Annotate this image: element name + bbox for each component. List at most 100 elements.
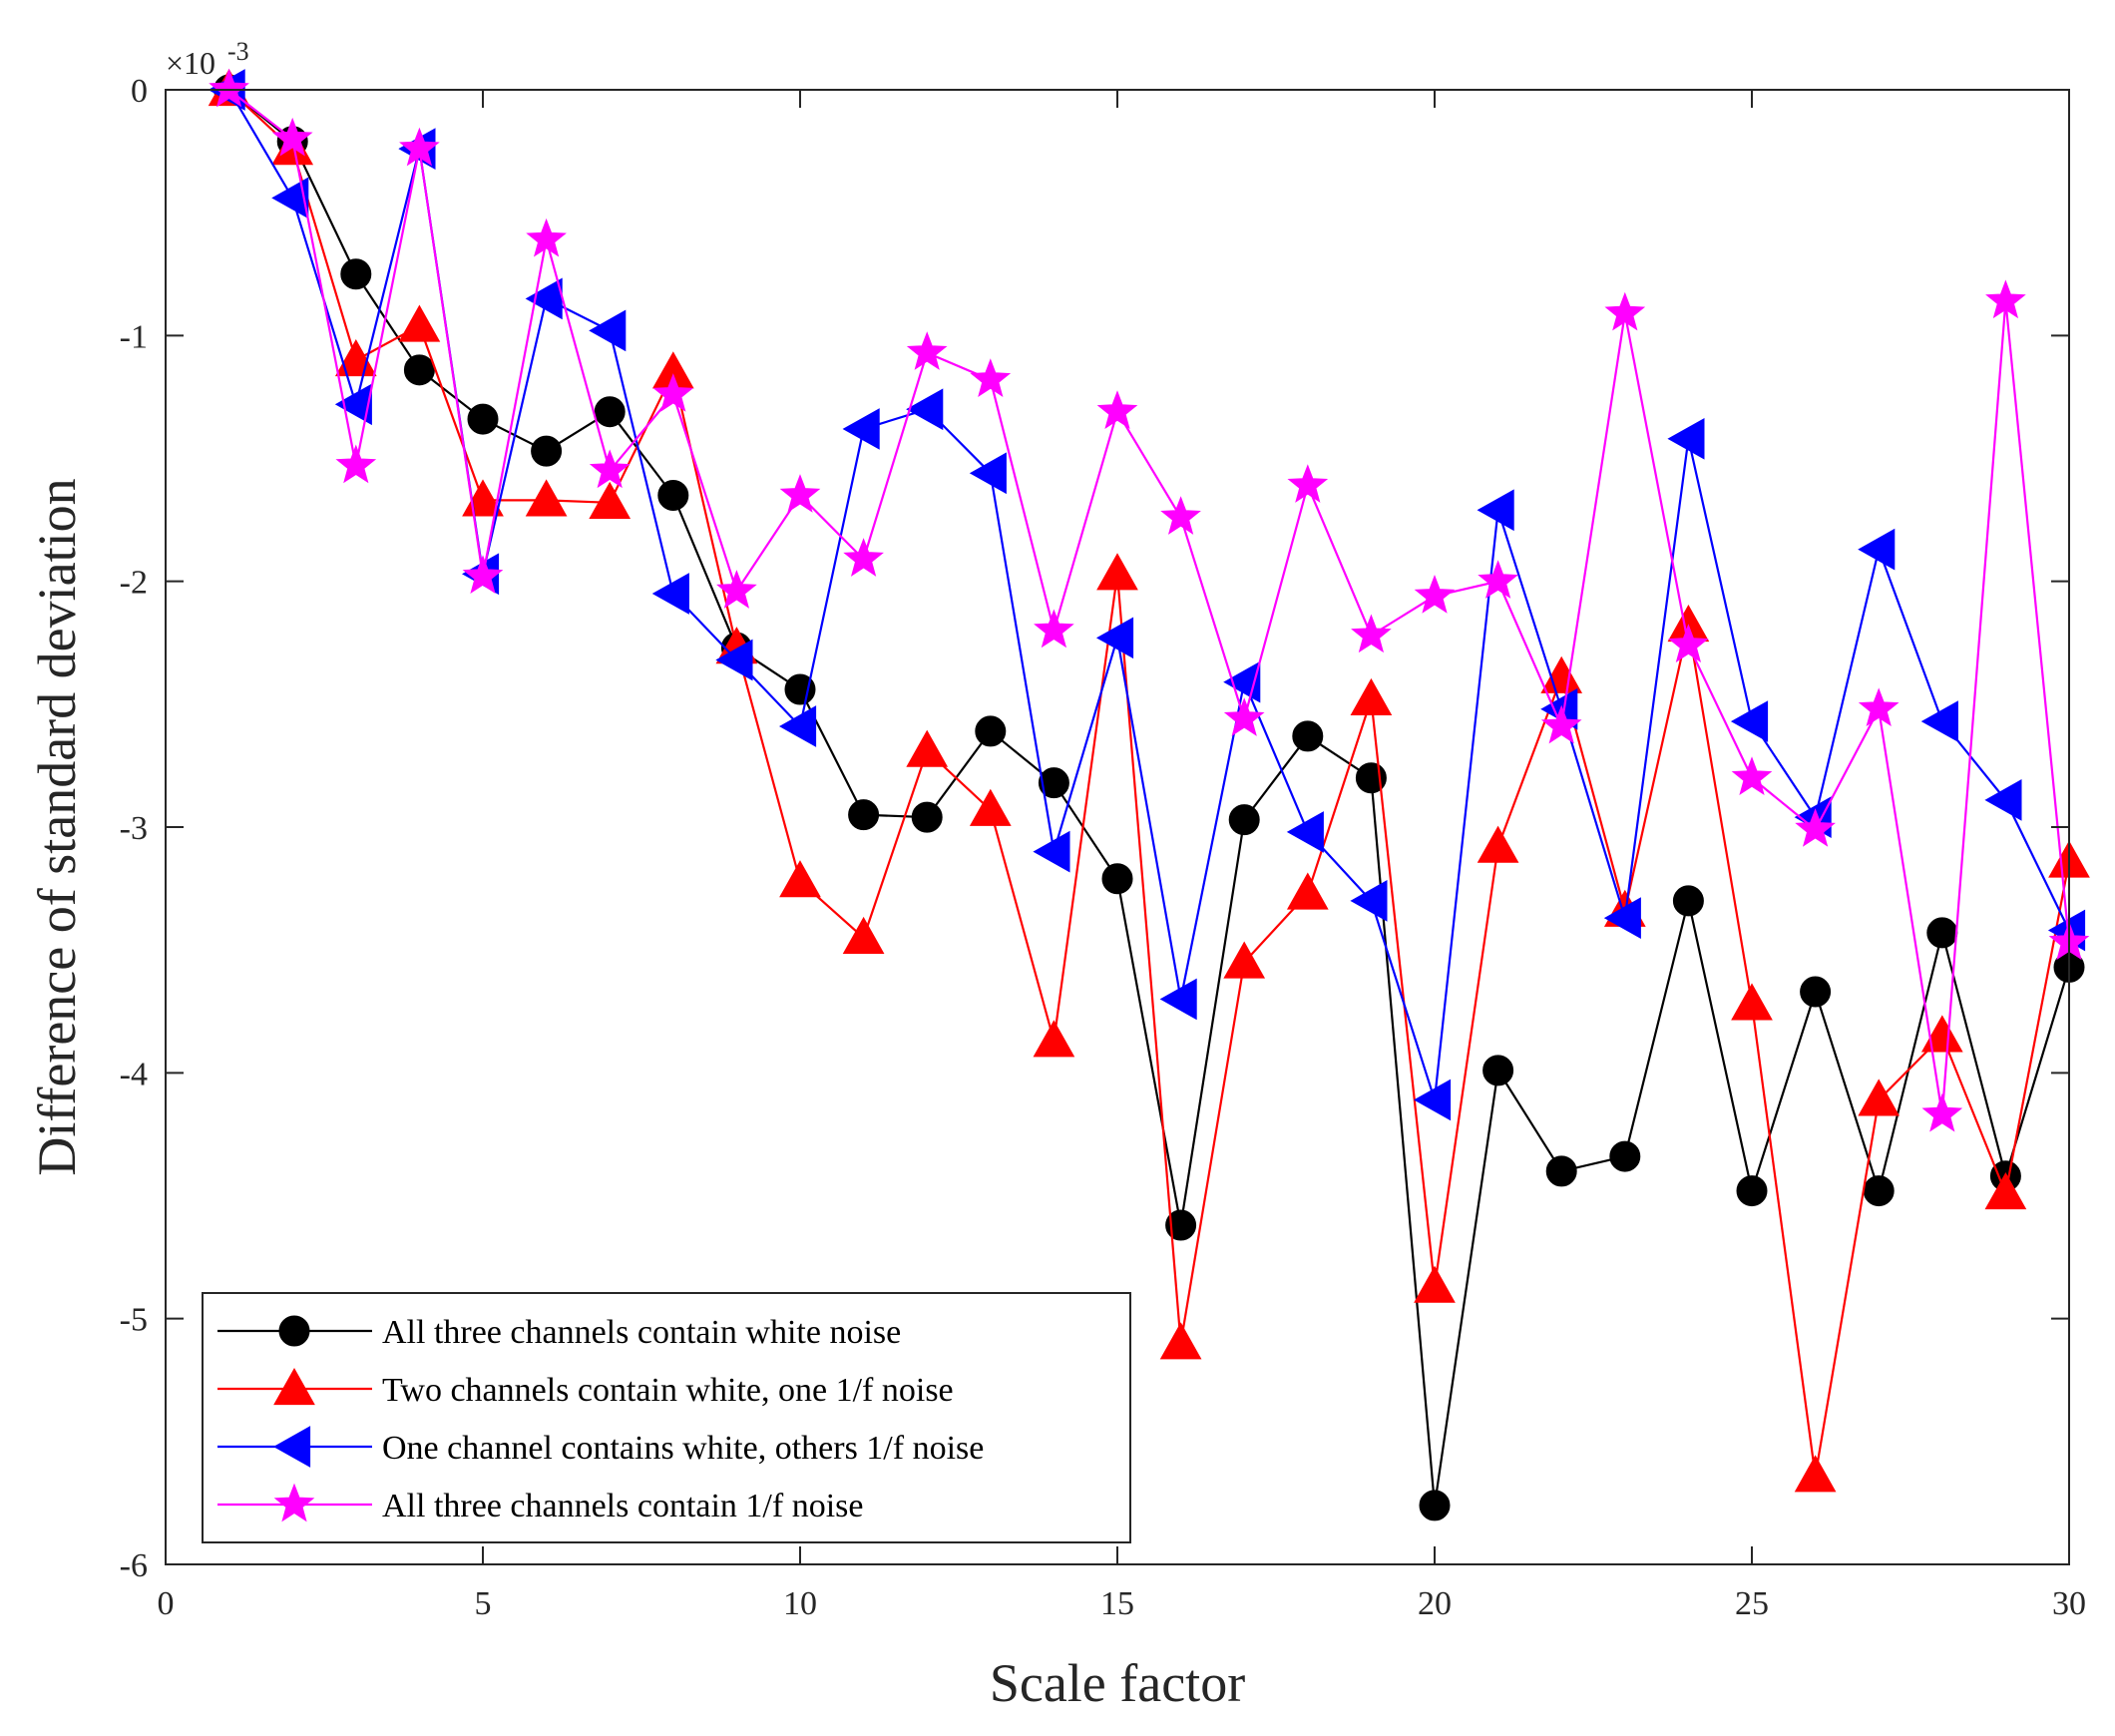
data-point xyxy=(1730,700,1769,742)
data-point xyxy=(525,479,568,517)
data-point xyxy=(1101,863,1133,895)
data-point xyxy=(657,479,689,511)
data-point xyxy=(1223,941,1266,979)
data-point xyxy=(1478,560,1518,599)
data-point xyxy=(715,639,753,681)
data-point xyxy=(1858,687,1900,727)
data-point xyxy=(1350,677,1393,716)
data-point xyxy=(589,309,627,352)
data-point xyxy=(1921,1092,1963,1132)
data-point xyxy=(1413,1079,1452,1121)
data-point xyxy=(1038,767,1069,799)
data-point xyxy=(467,403,499,435)
data-point xyxy=(716,570,757,609)
data-point xyxy=(1795,808,1836,847)
data-point xyxy=(589,481,632,519)
data-point xyxy=(906,729,949,767)
data-point xyxy=(209,68,249,108)
data-point xyxy=(1672,885,1704,917)
data-point xyxy=(969,452,1007,495)
data-point xyxy=(1984,779,2022,821)
data-point xyxy=(1984,1172,2027,1210)
data-point xyxy=(1920,1015,1963,1053)
y-axis-exponent: ×10 -3 xyxy=(166,37,249,81)
data-point xyxy=(779,474,821,513)
data-point xyxy=(1731,756,1773,796)
data-point xyxy=(1736,1175,1768,1207)
legend-label: Two channels contain white, one 1/f nois… xyxy=(382,1372,954,1409)
series-2 xyxy=(208,68,2090,1493)
data-point xyxy=(1863,1175,1895,1207)
data-point xyxy=(594,396,626,428)
data-point xyxy=(779,860,821,898)
data-point xyxy=(1286,872,1329,910)
legend-item: One channel contains white, others 1/f n… xyxy=(217,1426,984,1468)
data-point xyxy=(1350,880,1388,922)
y-tick-label: -5 xyxy=(120,1302,148,1339)
x-tick-label: 5 xyxy=(475,1585,492,1622)
data-point xyxy=(340,258,372,290)
data-point xyxy=(1926,917,1958,949)
y-tick-label: -6 xyxy=(120,1547,148,1584)
data-point xyxy=(1603,897,1641,939)
x-tick-label: 0 xyxy=(158,1585,175,1622)
data-point xyxy=(1477,489,1514,532)
legend-marker xyxy=(273,1483,315,1522)
legend-marker xyxy=(272,1426,311,1468)
axis-ticks: 0 5 10 15 20 25 30 0 -1 -2 -3 -4 -5 -6 xyxy=(120,73,2086,1622)
data-point xyxy=(1668,624,1709,663)
y-exponent-power: -3 xyxy=(227,37,249,66)
data-point xyxy=(1414,1265,1456,1303)
data-point xyxy=(1159,1322,1202,1360)
legend-item: Two channels contain white, one 1/f nois… xyxy=(217,1367,954,1409)
data-point xyxy=(1414,574,1456,614)
x-tick-label: 15 xyxy=(1100,1585,1134,1622)
data-point xyxy=(271,117,313,157)
data-point xyxy=(1482,1055,1514,1086)
data-point xyxy=(848,799,880,831)
legend-box xyxy=(202,1292,1131,1543)
data-point xyxy=(1165,1209,1197,1241)
y-axis-label: Difference of standard deviation xyxy=(27,478,87,1175)
data-point xyxy=(906,388,944,431)
legend-label: All three channels contain 1/f noise xyxy=(382,1488,863,1524)
data-point xyxy=(1794,1455,1837,1493)
x-axis-label: Scale factor xyxy=(990,1653,1245,1713)
data-point xyxy=(778,705,817,747)
data-point xyxy=(1609,1140,1641,1172)
y-tick-label: 0 xyxy=(131,73,148,110)
data-point xyxy=(462,555,504,595)
data-point xyxy=(975,715,1007,747)
legend-item: All three channels contain 1/f noise xyxy=(217,1483,863,1524)
data-point xyxy=(1985,279,2026,319)
data-point xyxy=(403,354,435,386)
series-line xyxy=(227,89,2071,1115)
data-point xyxy=(1667,417,1705,460)
data-point xyxy=(398,304,441,342)
x-tick-label: 25 xyxy=(1735,1585,1769,1622)
data-point xyxy=(271,177,309,219)
legend: All three channels contain white noise Tw… xyxy=(202,1292,1131,1543)
data-point xyxy=(1731,983,1773,1021)
data-point xyxy=(1287,464,1329,503)
legend-label: All three channels contain white noise xyxy=(382,1314,901,1351)
data-point xyxy=(1096,553,1138,591)
data-point xyxy=(1160,496,1201,535)
x-tick-label: 10 xyxy=(783,1585,817,1622)
data-point xyxy=(1858,1079,1901,1116)
data-point xyxy=(1223,697,1265,736)
data-point xyxy=(1858,528,1896,571)
data-point xyxy=(1419,1490,1451,1521)
data-point xyxy=(1800,976,1832,1008)
legend-label: One channel contains white, others 1/f n… xyxy=(382,1430,984,1467)
data-point xyxy=(842,916,885,954)
data-point xyxy=(335,444,377,484)
series-layer xyxy=(208,68,2090,1521)
data-point xyxy=(1033,830,1070,873)
data-point xyxy=(1228,804,1260,836)
data-point xyxy=(784,673,816,705)
y-tick-label: -2 xyxy=(120,565,148,602)
data-point xyxy=(1920,700,1958,742)
data-point xyxy=(1545,1155,1577,1187)
